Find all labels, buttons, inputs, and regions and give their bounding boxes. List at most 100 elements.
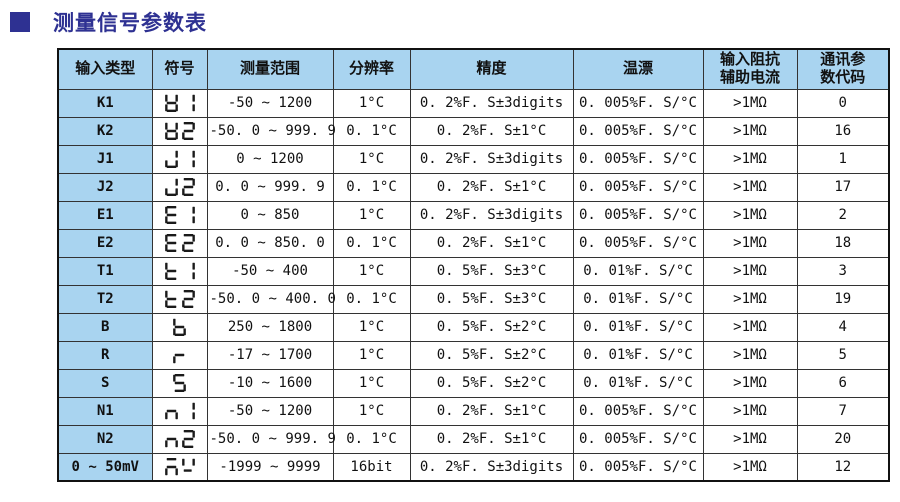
cell-accuracy: 0. 5%F. S±2°C	[409, 312, 574, 342]
table-row: E2 0. 0 ~ 850. 0 0. 1°C 0. 2%F. S±1°C 0. 005…	[57, 228, 890, 258]
cell-input-type: R	[57, 340, 153, 370]
cell-symbol	[151, 452, 208, 482]
cell-accuracy: 0. 5%F. S±3°C	[409, 284, 574, 314]
cell-resolution: 0. 1°C	[332, 116, 411, 146]
cell-accuracy: 0. 5%F. S±2°C	[409, 340, 574, 370]
cell-symbol	[151, 228, 208, 258]
cell-resolution: 1°C	[332, 396, 411, 426]
cell-drift: 0. 01%F. S/°C	[572, 340, 704, 370]
cell-resolution: 0. 1°C	[332, 284, 411, 314]
cell-comm-code: 1	[796, 144, 890, 174]
seven-segment-symbol-icon	[164, 290, 195, 308]
cell-symbol	[151, 172, 208, 202]
seven-segment-symbol-icon	[164, 430, 195, 448]
section-title-row: 测量信号参数表	[10, 7, 207, 37]
cell-comm-code: 17	[796, 172, 890, 202]
cell-drift: 0. 005%F. S/°C	[572, 144, 704, 174]
cell-input-type: S	[57, 368, 153, 398]
table-row: B 250 ~ 1800 1°C 0. 5%F. S±2°C 0. 01%F. S/°C…	[57, 312, 890, 342]
cell-resolution: 1°C	[332, 88, 411, 118]
cell-input-type: 0 ~ 50mV	[57, 452, 153, 482]
cell-range: 0. 0 ~ 999. 9	[206, 172, 334, 202]
cell-accuracy: 0. 2%F. S±1°C	[409, 228, 574, 258]
seven-segment-symbol-icon	[164, 262, 195, 280]
cell-range: -50 ~ 1200	[206, 88, 334, 118]
seven-segment-symbol-icon	[164, 402, 195, 420]
table-row: K1 -50 ~ 1200 1°C 0. 2%F. S±3digits 0. 005%F…	[57, 88, 890, 118]
column-header: 输入阻抗 辅助电流	[702, 48, 798, 90]
cell-comm-code: 4	[796, 312, 890, 342]
cell-input-type: E2	[57, 228, 153, 258]
table-row: E1 0 ~ 850 1°C 0. 2%F. S±3digits 0. 005%F. S…	[57, 200, 890, 230]
cell-accuracy: 0. 2%F. S±1°C	[409, 172, 574, 202]
cell-symbol	[151, 200, 208, 230]
cell-symbol	[151, 424, 208, 454]
cell-resolution: 0. 1°C	[332, 172, 411, 202]
column-header: 精度	[409, 48, 574, 90]
cell-drift: 0. 005%F. S/°C	[572, 228, 704, 258]
cell-impedance: >1MΩ	[702, 116, 798, 146]
cell-impedance: >1MΩ	[702, 200, 798, 230]
cell-impedance: >1MΩ	[702, 368, 798, 398]
cell-drift: 0. 01%F. S/°C	[572, 312, 704, 342]
seven-segment-symbol-icon	[164, 234, 195, 252]
column-header: 符号	[151, 48, 208, 90]
cell-accuracy: 0. 5%F. S±2°C	[409, 368, 574, 398]
cell-resolution: 1°C	[332, 312, 411, 342]
cell-comm-code: 19	[796, 284, 890, 314]
cell-range: -50. 0 ~ 999. 9	[206, 424, 336, 454]
section-bullet-icon	[10, 12, 30, 32]
cell-input-type: K1	[57, 88, 153, 118]
cell-symbol	[151, 284, 208, 314]
seven-segment-symbol-icon	[164, 178, 195, 196]
cell-range: 0 ~ 850	[206, 200, 334, 230]
cell-accuracy: 0. 2%F. S±1°C	[409, 396, 574, 426]
table-row: R -17 ~ 1700 1°C 0. 5%F. S±2°C 0. 01%F. S/°C…	[57, 340, 890, 370]
cell-accuracy: 0. 2%F. S±3digits	[409, 200, 574, 230]
cell-impedance: >1MΩ	[702, 340, 798, 370]
cell-drift: 0. 005%F. S/°C	[572, 452, 704, 482]
cell-symbol	[151, 88, 208, 118]
cell-resolution: 1°C	[332, 256, 411, 286]
cell-symbol	[151, 368, 208, 398]
seven-segment-symbol-icon	[173, 374, 186, 392]
cell-resolution: 1°C	[332, 368, 411, 398]
cell-drift: 0. 01%F. S/°C	[572, 284, 704, 314]
cell-range: -10 ~ 1600	[206, 368, 334, 398]
cell-symbol	[151, 396, 208, 426]
cell-range: -50. 0 ~ 400. 0	[206, 284, 336, 314]
column-header: 温漂	[572, 48, 704, 90]
cell-comm-code: 18	[796, 228, 890, 258]
cell-impedance: >1MΩ	[702, 284, 798, 314]
cell-drift: 0. 005%F. S/°C	[572, 424, 704, 454]
cell-comm-code: 0	[796, 88, 890, 118]
column-header: 测量范围	[206, 48, 334, 90]
cell-range: -50 ~ 1200	[206, 396, 334, 426]
cell-range: 250 ~ 1800	[206, 312, 334, 342]
cell-drift: 0. 005%F. S/°C	[572, 88, 704, 118]
cell-symbol	[151, 256, 208, 286]
table-row: J2 0. 0 ~ 999. 9 0. 1°C 0. 2%F. S±1°C 0. 005…	[57, 172, 890, 202]
cell-resolution: 1°C	[332, 340, 411, 370]
cell-symbol	[151, 116, 208, 146]
cell-input-type: J2	[57, 172, 153, 202]
cell-range: -50 ~ 400	[206, 256, 334, 286]
table-row: S -10 ~ 1600 1°C 0. 5%F. S±2°C 0. 01%F. S/°C…	[57, 368, 890, 398]
cell-range: 0 ~ 1200	[206, 144, 334, 174]
cell-accuracy: 0. 2%F. S±1°C	[409, 116, 574, 146]
cell-symbol	[151, 144, 208, 174]
column-header: 分辨率	[332, 48, 411, 90]
cell-resolution: 0. 1°C	[332, 424, 411, 454]
cell-input-type: B	[57, 312, 153, 342]
cell-comm-code: 7	[796, 396, 890, 426]
cell-drift: 0. 005%F. S/°C	[572, 116, 704, 146]
cell-impedance: >1MΩ	[702, 424, 798, 454]
cell-range: -50. 0 ~ 999. 9	[206, 116, 336, 146]
cell-comm-code: 3	[796, 256, 890, 286]
cell-accuracy: 0. 2%F. S±1°C	[409, 424, 574, 454]
cell-symbol	[151, 340, 208, 370]
cell-drift: 0. 01%F. S/°C	[572, 368, 704, 398]
cell-drift: 0. 005%F. S/°C	[572, 396, 704, 426]
measurement-signal-table: 输入类型 符号 测量范围 分辨率 精度 温漂 输入阻抗 辅助电流 通讯参 数代码 K1 -50 …	[57, 48, 890, 482]
cell-symbol	[151, 312, 208, 342]
